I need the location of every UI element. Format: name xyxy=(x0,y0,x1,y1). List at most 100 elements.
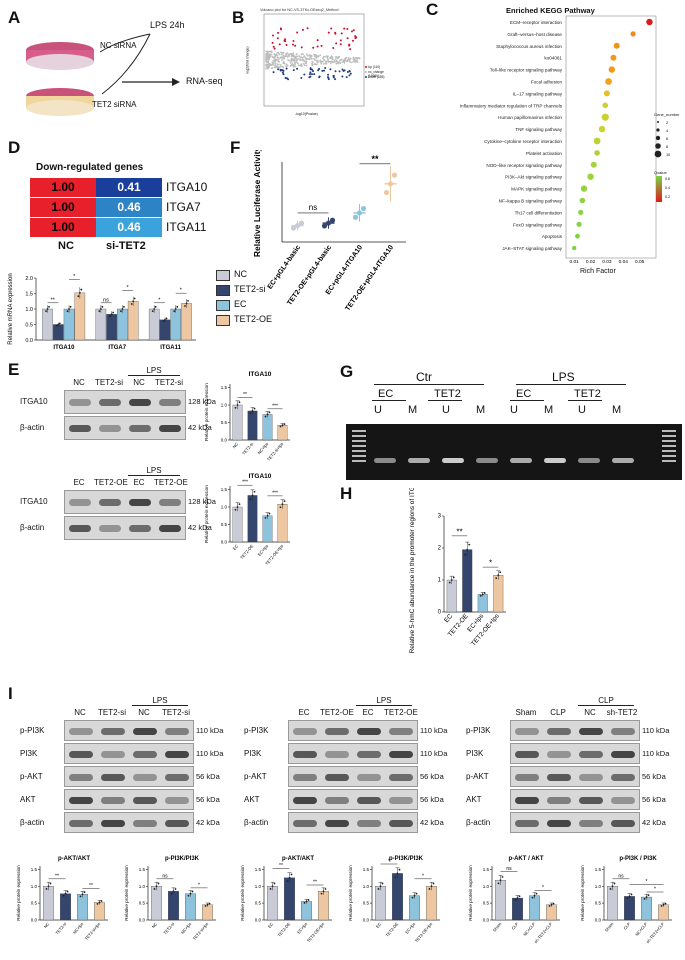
volcano-point xyxy=(283,61,285,64)
volcano-point-down xyxy=(341,75,344,78)
volcano-point xyxy=(297,64,300,67)
blot-strip xyxy=(288,812,418,833)
blot-band xyxy=(357,819,381,827)
y-tick-label: 1.0 xyxy=(483,884,490,889)
volcano-point xyxy=(356,57,359,60)
gel-ladder-band xyxy=(662,445,676,447)
volcano-legend-dot-down xyxy=(365,76,367,78)
volcano-point xyxy=(312,63,314,66)
y-tick-label: 0.0 xyxy=(221,438,228,443)
blot-band xyxy=(293,773,317,781)
blot-kda-label: 110 kDa xyxy=(196,725,224,735)
blot-band xyxy=(325,773,349,781)
blot-band xyxy=(515,819,539,827)
volcano-point-up xyxy=(284,38,287,41)
volcano-point xyxy=(279,57,281,60)
bar xyxy=(462,549,473,613)
y-tick-label: 1.5 xyxy=(221,487,228,492)
volcano-point-down xyxy=(272,71,275,74)
data-point xyxy=(320,892,323,895)
bar xyxy=(607,886,618,921)
volcano-point xyxy=(274,59,277,62)
y-tick-label: 0.0 xyxy=(221,540,228,545)
x-tick-label: EC+pGL4-basic xyxy=(267,244,303,291)
data-point xyxy=(613,882,616,885)
volcano-point xyxy=(267,61,269,64)
blot-kda-label: 128 kDa xyxy=(188,397,216,406)
gel-band xyxy=(408,458,430,463)
blot-band xyxy=(69,750,93,758)
volcano-point-down xyxy=(292,69,295,72)
x-tick-label: EC+lps xyxy=(257,543,270,557)
kegg-dot xyxy=(579,197,586,204)
blot-lane-label: sh-TET2 xyxy=(606,708,638,717)
arrow-lps-tet2 xyxy=(101,33,151,95)
volcano-point-up xyxy=(351,39,354,42)
kegg-pathway-label: PI3K–Akt signaling pathway xyxy=(505,175,563,180)
data-point xyxy=(98,901,101,904)
blot-row-label: AKT xyxy=(20,794,36,804)
data-point xyxy=(164,318,166,321)
heatmap-title: Down-regulated genes xyxy=(36,162,144,173)
data-point xyxy=(281,424,284,427)
blot-band xyxy=(579,796,603,804)
gel-sub-line xyxy=(372,400,406,401)
volcano-point xyxy=(315,56,318,59)
chart-title: ITGA10 xyxy=(249,371,272,378)
blot-band xyxy=(101,819,125,827)
volcano-point-up xyxy=(294,44,297,47)
blot-row-label: PI3K xyxy=(20,748,38,758)
blot-kda-label: 42 kDa xyxy=(642,817,666,827)
data-point xyxy=(481,593,484,596)
x-tick-label: NC+lps xyxy=(72,921,84,934)
heatmap-gene-label: ITGA11 xyxy=(166,220,207,234)
data-point xyxy=(176,305,179,308)
kegg-dot xyxy=(576,221,582,227)
volcano-point xyxy=(321,57,324,60)
volcano-point xyxy=(276,65,278,67)
blot-strip xyxy=(288,720,418,741)
volcano-point xyxy=(280,56,282,58)
y-tick-label: 0.0 xyxy=(25,338,33,344)
volcano-point-down xyxy=(321,69,324,72)
volcano-point-down xyxy=(334,70,337,73)
volcano-point xyxy=(308,58,311,61)
volcano-point-up xyxy=(334,31,337,34)
x-tick-label: TET2-si xyxy=(162,921,175,935)
kegg-size-legend-dot xyxy=(655,143,661,149)
x-tick-label: EC+lps xyxy=(404,921,416,934)
volcano-point xyxy=(275,53,278,56)
data-point xyxy=(236,506,239,508)
blot-row-label: p-AKT xyxy=(466,771,489,781)
volcano-point xyxy=(354,56,357,59)
data-point xyxy=(279,506,282,509)
blot-band xyxy=(159,499,181,506)
chart-ylabel: Relative protein expression xyxy=(124,865,129,921)
sig-label: * xyxy=(158,297,161,303)
blot-band xyxy=(159,525,181,532)
chart-ylabel: Relative protein expression xyxy=(240,865,245,921)
volcano-point xyxy=(309,55,312,57)
volcano-point xyxy=(281,56,284,59)
volcano-point-up xyxy=(349,48,352,51)
volcano-point xyxy=(288,59,291,62)
blot-strip xyxy=(64,490,186,514)
volcano-point-down xyxy=(303,73,306,76)
volcano-point xyxy=(302,56,305,59)
blot-strip xyxy=(64,516,186,540)
y-tick-label: 0.0 xyxy=(363,918,370,923)
blot-band xyxy=(357,773,381,781)
bar xyxy=(148,308,160,341)
volcano-legend-up: Up (110) xyxy=(368,65,381,69)
data-point xyxy=(611,885,614,888)
data-point xyxy=(62,894,65,897)
blot-band xyxy=(547,796,571,804)
blot-band xyxy=(129,425,151,432)
volcano-point-up xyxy=(296,31,299,34)
blot-lane-label: EC xyxy=(298,708,310,717)
heatmap-col-nc: NC xyxy=(58,240,74,252)
chart-title: p-AKT/AKT xyxy=(282,856,314,862)
kegg-dot xyxy=(590,161,597,168)
blot-band xyxy=(99,499,121,506)
y-tick-label: 1.0 xyxy=(139,884,146,889)
